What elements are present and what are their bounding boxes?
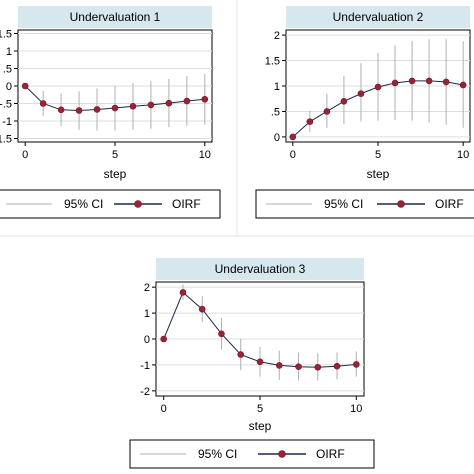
- x-tick-label: 0: [161, 403, 167, 415]
- chart-panel-2: Undervaluation 2 0 .5 1 1.5 2 0 5 10 step 95% CI OI…: [255, 6, 474, 219]
- oirf-point: [323, 108, 331, 115]
- y-tick-label: 0: [274, 132, 280, 144]
- x-tick-label: 10: [350, 403, 362, 415]
- y-tick-label: -1: [2, 116, 12, 128]
- y-tick-label: -.5: [0, 99, 12, 111]
- y-tick-label: 2: [274, 30, 280, 42]
- y-tick-label: -1: [140, 360, 150, 372]
- oirf-point: [93, 106, 101, 113]
- legend-oirf-marker: [134, 200, 142, 208]
- oirf-point: [459, 81, 467, 89]
- oirf-point: [289, 133, 297, 141]
- y-tick-label: .5: [271, 106, 280, 118]
- oirf-point: [275, 362, 283, 369]
- chart-title-bar: [156, 258, 364, 280]
- y-tick-label: -2: [140, 386, 150, 398]
- legend-oirf-marker: [278, 450, 286, 458]
- oirf-point: [201, 96, 209, 103]
- legend-ci-label: 95% CI: [64, 197, 103, 211]
- y-tick-label: 1.5: [265, 56, 280, 68]
- oirf-point: [198, 305, 206, 313]
- legend: 95% CI OIRF: [129, 439, 375, 469]
- oirf-point: [295, 363, 302, 371]
- x-axis-title: step: [249, 419, 272, 433]
- oirf-point: [160, 335, 168, 343]
- y-tick-label: 0: [144, 334, 150, 346]
- legend-oirf-label: OIRF: [172, 197, 201, 211]
- legend: 95% CI OIRF: [255, 189, 474, 219]
- chart-panel-1: Undervaluation 1 -1.5 -1 -.5 0 .5 1 1.5 0 5 10 step…: [0, 6, 221, 219]
- chart-title-bar: [286, 6, 470, 28]
- oirf-point: [391, 79, 399, 87]
- y-tick-label: .5: [3, 64, 12, 76]
- oirf-point: [179, 289, 187, 296]
- legend-ci-label: 95% CI: [324, 197, 363, 211]
- chart-title-bar: [18, 6, 212, 28]
- x-tick-label: 5: [257, 403, 263, 415]
- oirf-point: [314, 363, 322, 371]
- x-axis-title: step: [367, 167, 390, 181]
- oirf-point: [256, 358, 264, 366]
- oirf-point: [333, 362, 341, 370]
- oirf-point: [408, 77, 416, 85]
- legend-oirf-label: OIRF: [316, 447, 345, 461]
- oirf-point: [147, 101, 155, 109]
- oirf-point: [357, 90, 365, 97]
- chart-title: Undervaluation 2: [333, 10, 424, 24]
- oirf-point: [75, 107, 83, 114]
- oirf-point: [165, 99, 173, 107]
- legend-oirf-marker: [397, 200, 405, 208]
- x-tick-label: 0: [290, 149, 296, 161]
- oirf-point: [39, 100, 47, 107]
- y-tick-label: 1: [274, 81, 280, 93]
- oirf-point: [57, 106, 65, 114]
- oirf-point: [129, 103, 137, 110]
- chart-title: Undervaluation 3: [215, 262, 306, 276]
- legend-ci-label: 95% CI: [198, 447, 237, 461]
- chart-title: Undervaluation 1: [70, 10, 161, 24]
- oirf-point: [237, 351, 245, 358]
- oirf-point: [111, 104, 119, 112]
- y-tick-label: 1.5: [0, 29, 12, 41]
- x-tick-label: 0: [22, 149, 28, 161]
- y-tick-label: 1: [6, 46, 12, 58]
- y-tick-label: 0: [6, 81, 12, 93]
- x-tick-label: 5: [112, 149, 118, 161]
- y-tick-label: 1: [144, 308, 150, 320]
- x-tick-label: 10: [457, 149, 469, 161]
- oirf-point: [218, 330, 225, 338]
- oirf-point: [306, 118, 314, 125]
- y-tick-label: -1.5: [0, 134, 12, 146]
- legend: 95% CI OIRF: [0, 189, 221, 219]
- x-tick-label: 5: [375, 149, 381, 161]
- oirf-point: [21, 82, 29, 90]
- oirf-point: [352, 361, 360, 368]
- chart-panel-3: Undervaluation 3 -2 -1 0 1 2 0 5 10 step 95% CI OIR…: [129, 258, 375, 469]
- oirf-point: [442, 78, 450, 86]
- x-tick-label: 10: [199, 149, 211, 161]
- y-tick-label: 2: [144, 282, 150, 294]
- oirf-point: [374, 83, 382, 91]
- x-axis-title: step: [104, 167, 127, 181]
- oirf-point: [425, 77, 433, 85]
- oirf-point: [183, 97, 191, 105]
- legend-oirf-label: OIRF: [435, 197, 464, 211]
- oirf-point: [340, 97, 348, 105]
